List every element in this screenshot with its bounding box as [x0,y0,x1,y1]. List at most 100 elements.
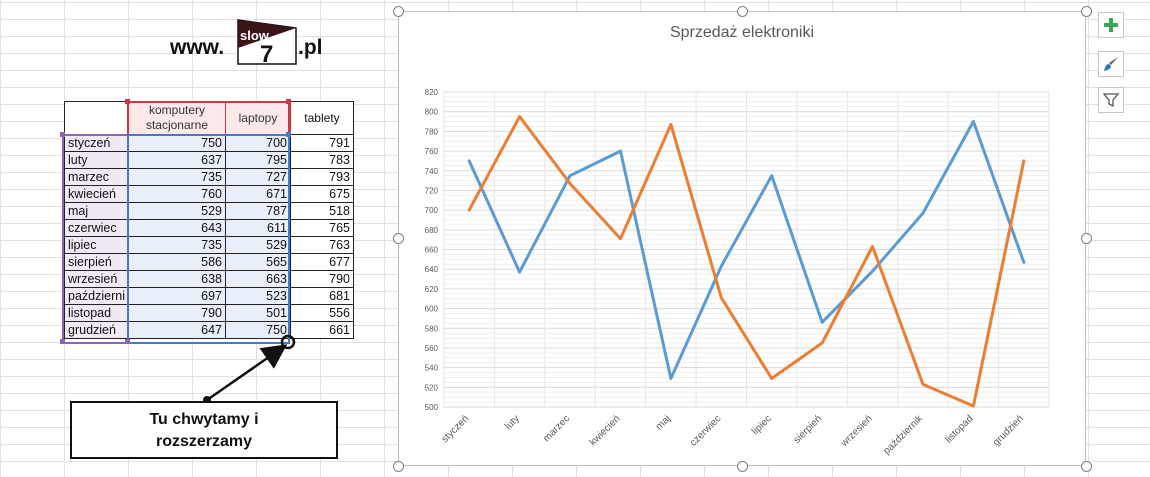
selection-corner[interactable] [60,339,65,344]
month-cell[interactable]: marzec [64,168,129,186]
komputery-cell[interactable]: 643 [127,219,226,237]
pointer-arrow [203,334,296,404]
table-row: wrzesień 638 663 790 [64,270,354,288]
resize-handle-top-right[interactable] [1081,6,1092,17]
month-cell[interactable]: październi [64,287,129,305]
tablety-cell[interactable]: 681 [289,287,354,305]
month-cell[interactable]: lipiec [64,236,129,254]
y-tick-label: 820 [425,88,439,97]
x-tick-label: wrzesień [838,413,874,449]
table-row: grudzień 647 750 661 [64,321,354,339]
x-tick-label: czerwiec [688,413,723,448]
month-cell[interactable]: styczeń [64,134,129,152]
komputery-cell[interactable]: 750 [127,134,226,152]
laptopy-cell[interactable]: 795 [224,151,291,169]
x-tick-label: lipiec [750,413,774,437]
laptopy-cell[interactable]: 750 [224,321,291,339]
komputery-cell[interactable]: 637 [127,151,226,169]
callout-line2: rozszerzamy [155,433,253,450]
header-cell-empty[interactable] [64,101,129,135]
komputery-cell[interactable]: 790 [127,304,226,322]
series-line-laptopy[interactable] [467,115,1026,408]
laptopy-cell[interactable]: 611 [224,219,291,237]
chart-title[interactable]: Sprzedaż elektroniki [669,24,815,41]
laptopy-cell[interactable]: 529 [224,236,291,254]
resize-handle-left[interactable] [393,233,404,244]
chart-filters-button[interactable] [1098,87,1124,113]
tablety-cell[interactable]: 675 [289,185,354,203]
selection-corner[interactable] [125,339,130,344]
y-tick-label: 720 [425,186,439,195]
selection-corner[interactable] [286,132,291,137]
header-cell-tablety[interactable]: tablety [289,101,354,135]
y-tick-label: 560 [425,344,439,353]
month-cell[interactable]: wrzesień [64,270,129,288]
month-cell[interactable]: maj [64,202,129,220]
laptopy-cell[interactable]: 727 [224,168,291,186]
laptopy-cell[interactable]: 501 [224,304,291,322]
table-row: maj 529 787 518 [64,202,354,220]
tablety-cell[interactable]: 791 [289,134,354,152]
laptopy-cell[interactable]: 700 [224,134,291,152]
x-tick-label: grudzień [991,413,1026,448]
month-cell[interactable]: listopad [64,304,129,322]
y-tick-label: 580 [425,324,439,333]
tablety-cell[interactable]: 556 [289,304,354,322]
komputery-cell[interactable]: 735 [127,168,226,186]
tablety-cell[interactable]: 661 [289,321,354,339]
komputery-cell[interactable]: 760 [127,185,226,203]
selection-corner[interactable] [60,132,65,137]
month-cell[interactable]: czerwiec [64,219,129,237]
tablety-cell[interactable]: 783 [289,151,354,169]
komputery-cell[interactable]: 529 [127,202,226,220]
resize-handle-top[interactable] [737,6,748,17]
logo-badge-top: slow [240,28,270,43]
y-tick-label: 540 [425,364,439,373]
y-tick-label: 520 [425,383,439,392]
line-chart[interactable]: Sprzedaż elektroniki 500 520 540 560 580 600 6… [398,11,1086,466]
selection-corner[interactable] [286,99,291,104]
komputery-cell[interactable]: 638 [127,270,226,288]
komputery-cell[interactable]: 586 [127,253,226,271]
laptopy-cell[interactable]: 523 [224,287,291,305]
laptopy-cell[interactable]: 565 [224,253,291,271]
komputery-cell[interactable]: 735 [127,236,226,254]
chart-elements-button[interactable] [1098,12,1124,38]
header-cell-laptopy[interactable]: laptopy [224,101,291,135]
tablety-cell[interactable]: 765 [289,219,354,237]
tablety-cell[interactable]: 518 [289,202,354,220]
laptopy-cell[interactable]: 663 [224,270,291,288]
laptopy-cell[interactable]: 671 [224,185,291,203]
selection-corner[interactable] [125,99,130,104]
header-cell-komputery[interactable]: komputery stacjonarne [127,101,226,135]
month-cell[interactable]: sierpień [64,253,129,271]
plus-icon [1104,18,1118,32]
month-cell[interactable]: luty [64,151,129,169]
resize-handle-top-left[interactable] [393,6,404,17]
x-tick-label: maj [654,413,673,432]
table-row: sierpień 586 565 677 [64,253,354,271]
chart-styles-button[interactable] [1098,51,1124,77]
y-tick-label: 760 [425,147,439,156]
resize-handle-bottom-right[interactable] [1081,461,1092,472]
table-row: styczeń 750 700 791 [64,134,354,152]
resize-handle-bottom-left[interactable] [393,461,404,472]
laptopy-cell[interactable]: 787 [224,202,291,220]
tablety-cell[interactable]: 763 [289,236,354,254]
tablety-cell[interactable]: 793 [289,168,354,186]
y-tick-label: 800 [425,108,439,117]
series-line-komputery[interactable] [467,120,1026,380]
resize-handle-right[interactable] [1081,233,1092,244]
month-cell[interactable]: kwiecień [64,185,129,203]
tablety-cell[interactable]: 677 [289,253,354,271]
fill-handle-marker[interactable] [280,334,296,350]
chart-plot-area[interactable]: 500 520 540 560 580 600 620 640 660 680 700 720 740 7… [399,12,1087,467]
tablety-cell[interactable]: 790 [289,270,354,288]
resize-handle-bottom[interactable] [737,461,748,472]
logo-badge-num: 7 [260,41,273,66]
table-row: czerwiec 643 611 765 [64,219,354,237]
table-row: październi 697 523 681 [64,287,354,305]
komputery-cell[interactable]: 647 [127,321,226,339]
komputery-cell[interactable]: 697 [127,287,226,305]
month-cell[interactable]: grudzień [64,321,129,339]
